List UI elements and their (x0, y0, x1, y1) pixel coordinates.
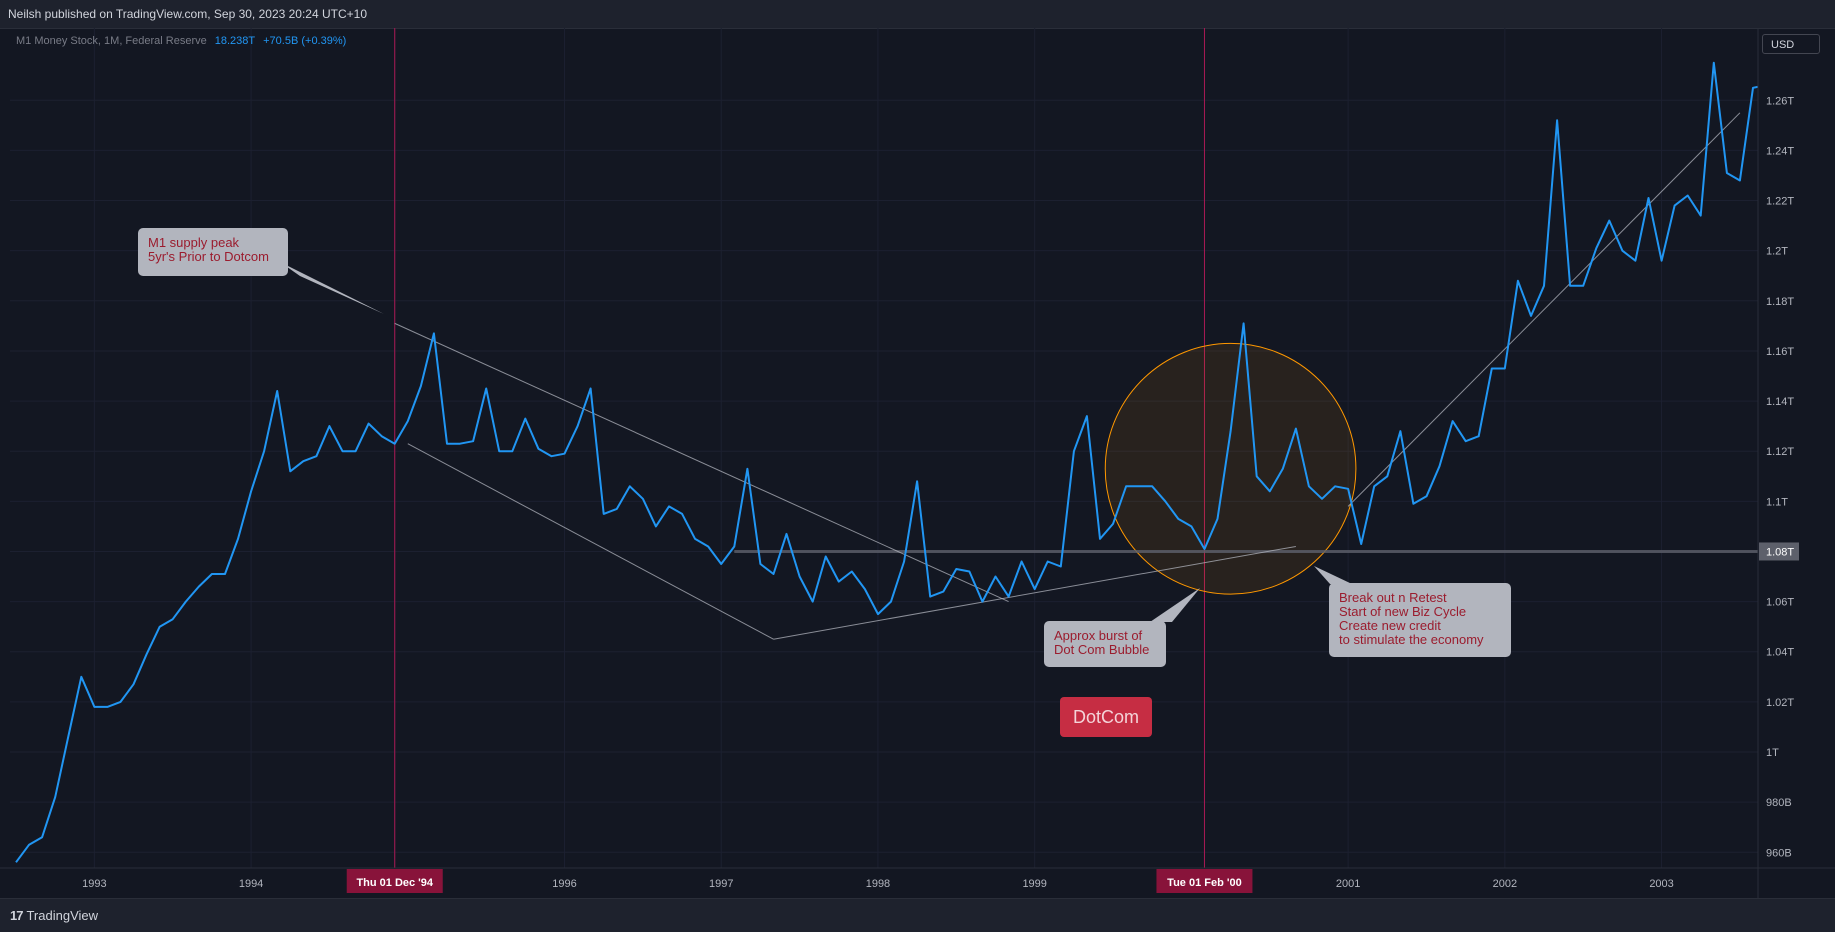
trendline-2 (773, 545, 1296, 640)
dotcom-label: DotCom (1060, 697, 1152, 737)
date-badge (1156, 869, 1253, 893)
y-tick-label: 1.26T (1766, 95, 1794, 107)
y-tick-label: 1.04T (1766, 647, 1794, 659)
y-tick-label: 1.1T (1766, 496, 1788, 508)
level-badge-label: 1.08T (1766, 546, 1794, 558)
callout-dotcom-burst-pointer (1150, 588, 1200, 622)
y-tick-label: 1.18T (1766, 296, 1794, 308)
y-tick-label: 1T (1766, 747, 1779, 759)
legend-change: +70.5B (+0.39%) (263, 35, 347, 47)
y-tick-label: 1.14T (1766, 396, 1794, 408)
chart-legend: M1 Money Stock, 1M, Federal Reserve 18.2… (16, 35, 346, 47)
y-tick-label: 1.12T (1766, 446, 1794, 458)
date-badge-label: Thu 01 Dec '94 (356, 877, 433, 889)
series-line (15, 61, 1758, 863)
trendline-1 (407, 443, 774, 640)
trendline-3 (1347, 112, 1741, 507)
x-tick-label: 1998 (866, 878, 890, 890)
callout-breakout: Break out n Retest Start of new Biz Cycl… (1329, 583, 1511, 657)
callout-breakout-pointer (1314, 566, 1352, 584)
y-tick-label: 980B (1766, 797, 1792, 809)
y-tick-label: 1.16T (1766, 346, 1794, 358)
trendline-0 (394, 322, 1009, 603)
x-tick-label: 1996 (552, 878, 576, 890)
y-tick-label: 1.06T (1766, 597, 1794, 609)
callout-m1-peak-pointer (280, 262, 384, 314)
date-badge (346, 869, 443, 893)
publish-info: Neilsh published on TradingView.com, Sep… (8, 7, 368, 21)
date-badge-label: Tue 01 Feb '00 (1167, 877, 1242, 889)
y-tick-label: 1.2T (1766, 246, 1788, 258)
legend-symbol: M1 Money Stock, 1M, Federal Reserve (16, 35, 207, 47)
bottom-bar: 17 TradingView (0, 898, 1835, 932)
tradingview-logo-text: TradingView (26, 908, 99, 923)
price-chart[interactable]: 960B 980B 1T 1.02T 1.04T 1.06T 1.1T 1.12T 1.14T 1… (0, 28, 1835, 898)
x-tick-label: 1997 (709, 878, 733, 890)
tradingview-logo[interactable]: 17 TradingView (10, 908, 98, 923)
legend-value: 18.238T (214, 35, 256, 47)
callout-dotcom-burst: Approx burst of Dot Com Bubble (1044, 621, 1166, 667)
tradingview-logo-icon: 17 (10, 908, 24, 923)
x-tick-label: 1993 (82, 878, 106, 890)
highlight-circle (1104, 342, 1357, 595)
callout-m1-peak: M1 supply peak 5yr's Prior to Dotcom (138, 228, 288, 276)
top-bar: Neilsh published on TradingView.com, Sep… (0, 0, 1835, 29)
x-tick-label: 2002 (1493, 878, 1517, 890)
y-tick-label: 1.22T (1766, 196, 1794, 208)
y-tick-label: 1.24T (1766, 145, 1794, 157)
x-tick-label: 1999 (1022, 878, 1046, 890)
x-tick-label: 2003 (1649, 878, 1673, 890)
x-tick-label: 2001 (1336, 878, 1360, 890)
y-tick-label: 1.02T (1766, 697, 1794, 709)
currency-selector[interactable]: USD (1762, 34, 1820, 54)
level-badge (1759, 542, 1799, 561)
x-tick-label: 1994 (239, 878, 263, 890)
y-tick-label: 960B (1766, 847, 1792, 859)
